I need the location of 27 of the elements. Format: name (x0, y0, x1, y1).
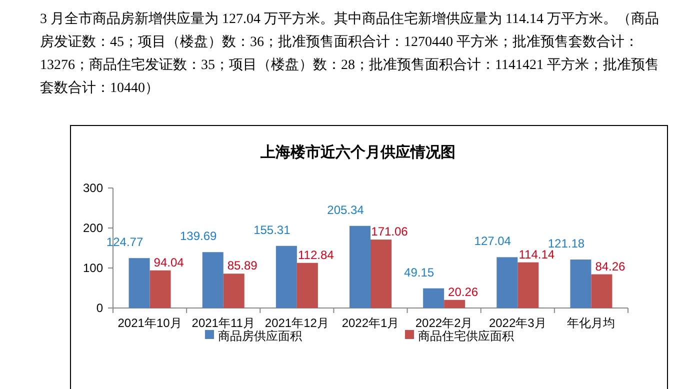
data-label: 139.69 (180, 229, 218, 244)
data-label: 49.15 (404, 265, 434, 280)
data-label: 20.26 (448, 284, 478, 299)
y-tick-label: 0 (96, 301, 104, 315)
data-label: 127.04 (474, 234, 512, 248)
legend-label: 商品房供应面积 (218, 329, 302, 343)
data-label: 84.26 (595, 259, 626, 274)
legend-label: 商品住宅供应面积 (418, 329, 514, 343)
x-tick-label: 2021年12月 (264, 316, 329, 330)
data-label: 94.04 (154, 255, 184, 270)
x-tick-label: 年化月均 (567, 316, 616, 330)
annotation: 3 月全市商品房新增供应量为 127.04 万平方米。其中商品住宅新增供应量为 114.14 万平方米。（商品房发证数：45；项目（楼盘）数：36；批准预售面积合计：1270440 平方米；批准预售套数合计：13276；商品住宅发证数：35；项目（楼盘）数：28；批准预售面积合计：1141421 平方米；批准预售套数合计：10440） (40, 10, 660, 98)
y-tick-label: 100 (82, 261, 104, 275)
data-label: 205.34 (327, 202, 364, 217)
data-label: 85.89 (227, 258, 258, 273)
title: 上海楼市近六个月供应情况图 (260, 144, 456, 161)
data-label: 155.31 (254, 222, 291, 237)
data-label: 124.77 (106, 235, 144, 250)
x-tick-label: 2022年2月 (415, 316, 473, 330)
data-label: 112.84 (298, 248, 334, 262)
x-tick-label: 2021年10月 (118, 316, 182, 330)
y-tick-label: 300 (82, 181, 104, 195)
y-tick-label: 200 (82, 221, 104, 235)
x-tick-label: 2022年1月 (342, 316, 400, 330)
x-tick-label: 2022年3月 (488, 316, 546, 330)
data-label: 171.06 (371, 224, 408, 239)
x-tick-label: 2021年11月 (192, 316, 255, 330)
